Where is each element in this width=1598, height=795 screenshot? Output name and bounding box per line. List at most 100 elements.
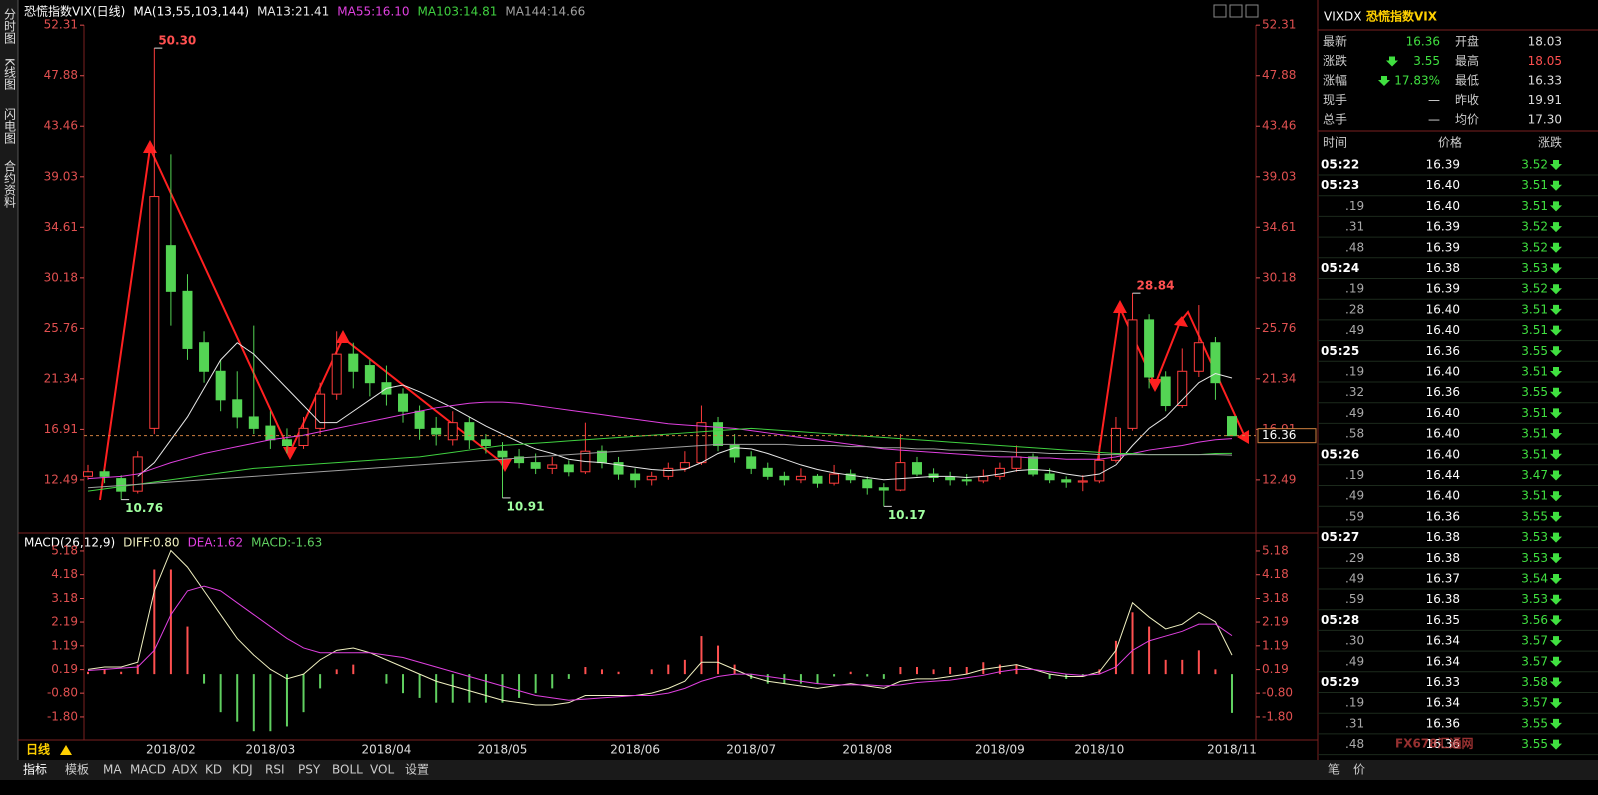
tick-change: 3.56 <box>1521 613 1548 627</box>
tick-time: .19 <box>1345 199 1364 213</box>
tick-time: 05:24 <box>1321 261 1359 275</box>
candle-body <box>845 473 856 481</box>
candle-body <box>795 475 806 481</box>
tick-time: .19 <box>1345 468 1364 482</box>
tick-time: .28 <box>1345 302 1364 316</box>
tab[interactable]: MACD <box>130 763 166 777</box>
tick-change: 3.47 <box>1521 468 1548 482</box>
tick-time: .58 <box>1345 427 1364 441</box>
sidebar-tab[interactable]: 合约资料 <box>3 159 17 208</box>
down-arrow <box>1550 470 1562 481</box>
candle-body <box>83 471 93 477</box>
down-arrow <box>1550 594 1562 605</box>
candle-body <box>1110 427 1121 461</box>
down-arrow <box>1550 304 1562 315</box>
extreme-label: 10.17 <box>888 508 926 522</box>
legend-text: MA103:14.81 <box>418 5 498 19</box>
tab[interactable]: BOLL <box>332 763 363 777</box>
y-tick-label: 2.19 <box>51 615 78 629</box>
quote-value: 18.03 <box>1528 35 1562 49</box>
y-tick-label: 5.18 <box>1262 543 1289 557</box>
candle-body <box>480 439 491 446</box>
tick-change: 3.51 <box>1521 427 1548 441</box>
tab[interactable]: PSY <box>298 763 321 777</box>
tick-change: 3.51 <box>1521 489 1548 503</box>
down-arrow <box>1550 636 1562 647</box>
tab[interactable]: 指标 <box>23 762 47 777</box>
legend-text: MA13:21.41 <box>257 5 329 19</box>
candle-body <box>630 473 641 481</box>
tick-time: .59 <box>1345 509 1364 523</box>
tick-price: 16.39 <box>1426 158 1460 172</box>
tab[interactable]: RSI <box>265 763 285 777</box>
ticks-header: 涨跌 <box>1538 135 1562 150</box>
tick-price: 16.39 <box>1426 240 1460 254</box>
candle-body <box>928 473 939 478</box>
tick-price: 16.34 <box>1426 696 1460 710</box>
y-tick-label: 43.46 <box>1262 119 1296 133</box>
tab[interactable]: KDJ <box>232 763 253 777</box>
tick-change: 3.55 <box>1521 344 1548 358</box>
y-tick-label: 16.91 <box>44 422 78 436</box>
y-tick-label: 30.18 <box>44 270 78 284</box>
quote-value: — <box>1428 93 1440 107</box>
bottom-tab[interactable]: 价 <box>1353 763 1365 777</box>
quote-label: 总手 <box>1323 113 1347 127</box>
tab[interactable]: KD <box>205 763 222 777</box>
tick-price: 16.36 <box>1426 344 1460 358</box>
candle-body <box>464 422 475 441</box>
down-arrow <box>1550 449 1562 460</box>
sidebar-tab[interactable]: 分时图 <box>3 8 17 44</box>
tick-time: 05:27 <box>1321 530 1359 544</box>
candle-body <box>563 464 574 473</box>
down-arrow <box>1378 76 1390 86</box>
y-tick-label: 1.19 <box>51 638 78 652</box>
y-tick-label: 21.34 <box>44 371 78 385</box>
y-tick-label: 4.18 <box>1262 567 1289 581</box>
down-arrow <box>1550 367 1562 377</box>
tick-time: 05:25 <box>1321 344 1359 358</box>
tick-time: .30 <box>1345 634 1364 648</box>
y-tick-label: 21.34 <box>1262 371 1296 385</box>
tick-price: 16.36 <box>1426 737 1460 751</box>
tick-price: 16.38 <box>1426 592 1460 606</box>
tab[interactable]: 设置 <box>405 763 429 777</box>
window-button[interactable] <box>1213 4 1227 18</box>
window-button[interactable] <box>1229 4 1243 18</box>
bottom-tab[interactable]: 笔 <box>1328 762 1340 777</box>
tick-time: .48 <box>1345 737 1364 751</box>
sidebar-tab[interactable]: 闪电图 <box>3 108 17 144</box>
candle-body <box>265 425 276 441</box>
y-tick-label: 25.76 <box>44 321 78 335</box>
tick-price: 16.38 <box>1426 261 1460 275</box>
tick-change: 3.55 <box>1521 385 1548 399</box>
down-arrow <box>1550 511 1562 522</box>
y-tick-label: -1.80 <box>47 709 78 723</box>
tab[interactable]: ADX <box>172 763 198 777</box>
candle-body <box>398 393 409 412</box>
tick-change: 3.54 <box>1521 572 1548 586</box>
y-tick-label: -0.80 <box>1262 686 1293 700</box>
tick-price: 16.34 <box>1426 654 1460 668</box>
candle-body <box>1210 342 1221 384</box>
down-arrow <box>1550 180 1562 191</box>
candle-body <box>1127 319 1138 429</box>
quote-label: 最高 <box>1455 53 1479 68</box>
sidebar-tab[interactable]: K线图 <box>3 58 17 90</box>
quote-label: 涨跌 <box>1323 53 1347 68</box>
period-arrow[interactable] <box>60 745 72 755</box>
window-button[interactable] <box>1245 4 1259 18</box>
tab[interactable]: VOL <box>370 763 394 777</box>
candle-body <box>1077 480 1088 483</box>
tick-time: 05:28 <box>1321 613 1359 627</box>
tab[interactable]: 模板 <box>65 763 89 777</box>
period-label[interactable]: 日线 <box>26 742 50 757</box>
down-arrow <box>1550 532 1562 543</box>
tick-change: 3.51 <box>1521 199 1548 213</box>
tab[interactable]: MA <box>103 763 122 777</box>
y-tick-label: 47.88 <box>44 68 78 82</box>
candle-body <box>215 370 226 401</box>
tick-time: 05:22 <box>1321 158 1359 172</box>
candle-body <box>514 456 525 464</box>
tick-time: .19 <box>1345 696 1364 710</box>
